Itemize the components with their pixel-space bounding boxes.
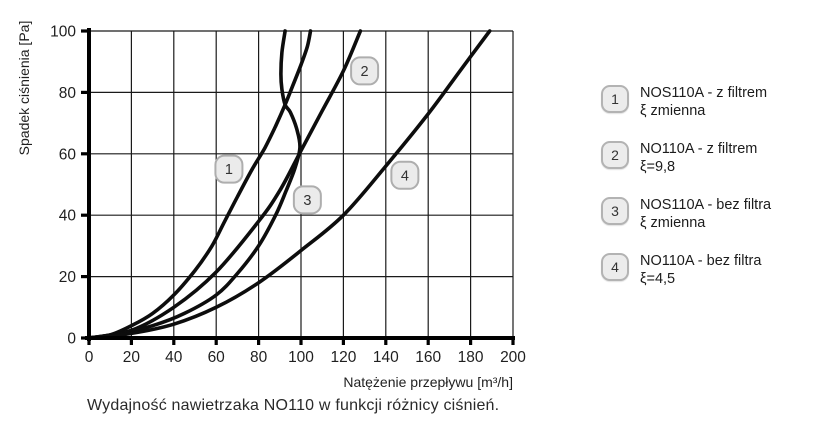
- x-tick-label: 20: [123, 349, 141, 366]
- curve-badge-3: 3: [292, 185, 322, 215]
- legend-label-3: NOS110A - bez filtra ξ zmienna: [640, 196, 771, 232]
- x-axis-title: Natężenie przepływu [m³/h]: [343, 374, 513, 390]
- legend-badge-2-icon: 2: [601, 141, 629, 169]
- gridlines: [88, 30, 514, 339]
- legend-badge-4-icon: 4: [601, 253, 629, 281]
- x-tick-label: 0: [85, 349, 94, 366]
- y-tick-label: 40: [59, 208, 77, 225]
- legend-item-4: 4 NO110A - bez filtra ξ=4,5: [601, 252, 816, 288]
- legend-label-2: NO110A - z filtrem ξ=9,8: [640, 140, 757, 176]
- y-tick-label: 100: [50, 24, 76, 41]
- x-tick-label: 140: [373, 349, 399, 366]
- curve-badge-number: 1: [225, 162, 233, 178]
- x-tick-label: 100: [288, 349, 314, 366]
- curve-badge-number: 3: [303, 193, 311, 209]
- curve-4: [87, 29, 492, 340]
- legend-label-2-line2: ξ=9,8: [640, 159, 676, 175]
- x-tick-label: 200: [500, 349, 526, 366]
- legend-badge-1-icon: 1: [601, 85, 629, 113]
- x-tick-label: 40: [165, 349, 183, 366]
- flow-pressure-chart: 0 20 40 60 80 100 0 20 40 60 80 100 120 140 160 180 200 S…: [16, 21, 526, 390]
- curve-badge-2: 2: [350, 56, 380, 86]
- curve-1: [87, 29, 313, 340]
- curve-badge-4: 4: [390, 160, 420, 190]
- legend-label-4: NO110A - bez filtra ξ=4,5: [640, 252, 761, 288]
- curve-badges: 1 2 3 4: [214, 56, 420, 215]
- figure-caption: Wydajność nawietrzaka NO110 w funkcji ró…: [87, 397, 500, 414]
- tick-labels: 0 20 40 60 80 100 0 20 40 60 80 100 120 140 160 180 200: [50, 24, 526, 367]
- curve-badge-number: 4: [401, 168, 409, 184]
- y-axis-title: Spadek ciśnienia [Pa]: [16, 21, 32, 156]
- legend-label-1: NOS110A - z filtrem ξ zmienna: [640, 84, 767, 120]
- curve-badge-number: 2: [361, 64, 369, 80]
- legend-label-4-line2: ξ=4,5: [640, 271, 676, 287]
- y-tick-label: 0: [67, 331, 76, 348]
- x-tick-label: 80: [250, 349, 268, 366]
- legend-label-3-line2: ξ zmienna: [640, 215, 706, 231]
- legend-item-3: 3 NOS110A - bez filtra ξ zmienna: [601, 196, 816, 232]
- legend-label-1-line2: ξ zmienna: [640, 103, 706, 119]
- y-tick-label: 60: [59, 146, 77, 163]
- legend-item-1: 1 NOS110A - z filtrem ξ zmienna: [601, 84, 816, 120]
- legend-label-2-line1: NO110A - z filtrem: [640, 141, 758, 157]
- legend-label-3-line1: NOS110A - bez filtra: [640, 197, 772, 213]
- legend-badge-3-icon: 3: [601, 197, 629, 225]
- curve-badge-1: 1: [214, 154, 244, 184]
- legend-item-2: 2 NO110A - z filtrem ξ=9,8: [601, 140, 816, 176]
- x-tick-label: 60: [208, 349, 226, 366]
- legend-label-1-line1: NOS110A - z filtrem: [640, 85, 768, 101]
- legend-label-4-line1: NO110A - bez filtra: [640, 253, 762, 269]
- x-tick-label: 160: [415, 349, 441, 366]
- x-tick-label: 180: [458, 349, 484, 366]
- y-tick-label: 20: [59, 269, 77, 286]
- chart-legend: 1 NOS110A - z filtrem ξ zmienna 2 NO110A…: [601, 84, 816, 308]
- curves: [87, 29, 492, 340]
- axes: [81, 28, 515, 345]
- y-tick-label: 80: [59, 85, 77, 102]
- curve-2: [87, 29, 363, 340]
- curve-3: [87, 29, 302, 340]
- x-tick-label: 120: [330, 349, 356, 366]
